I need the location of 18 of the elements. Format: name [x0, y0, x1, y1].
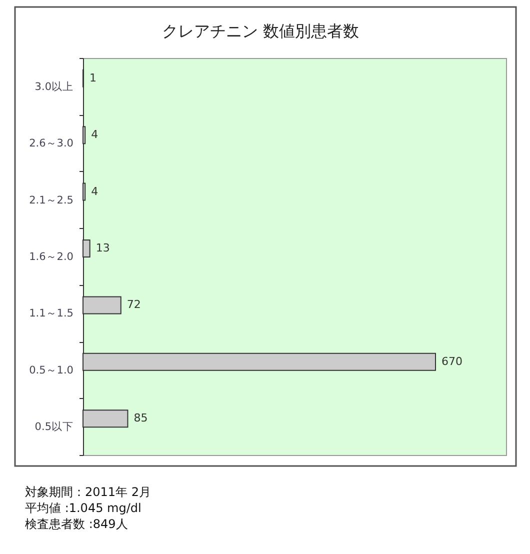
y-tick-label: 0.5～1.0 [29, 364, 74, 376]
data-label: 72 [126, 298, 141, 312]
y-tick-label: 2.6～3.0 [29, 138, 74, 150]
y-tick-label: 1.1～1.5 [29, 308, 74, 320]
data-label: 85 [134, 412, 148, 425]
text: 検査患者数 :849人 [25, 517, 128, 531]
data-label: 1 [90, 71, 97, 84]
y-tick-label: 0.5以下 [34, 420, 74, 434]
data-label: 4 [91, 184, 98, 198]
text: 平均値 :1.045 mg/dl [25, 501, 142, 515]
data-label: 4 [91, 128, 98, 142]
data-label: 670 [442, 354, 462, 368]
y-tick-label: 2.1～2.5 [29, 194, 74, 206]
data-label: 13 [96, 242, 110, 254]
text: 対象期間：2011年 2月 [25, 485, 151, 499]
chart-title: クレアチニン 数値別患者数 [162, 21, 360, 40]
y-tick-label: 1.6～2.0 [29, 251, 74, 263]
y-tick-label: 3.0以上 [34, 80, 74, 93]
